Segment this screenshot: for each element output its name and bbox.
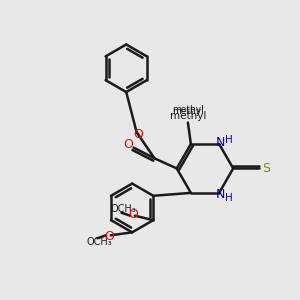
Text: methyl: methyl (172, 107, 204, 116)
Text: O: O (104, 230, 114, 243)
Text: methyl: methyl (170, 111, 206, 121)
Text: methyl: methyl (188, 112, 193, 113)
Text: O: O (128, 208, 138, 221)
Text: O: O (123, 138, 133, 151)
Text: methyl: methyl (172, 105, 204, 114)
Text: H: H (225, 135, 232, 146)
Text: N: N (216, 188, 225, 201)
Text: OCH₃: OCH₃ (111, 204, 136, 214)
Text: O: O (133, 128, 143, 141)
Text: H: H (225, 193, 232, 203)
Text: S: S (262, 162, 270, 175)
Text: N: N (216, 136, 225, 149)
Text: OCH₃: OCH₃ (87, 237, 112, 247)
Text: methyl: methyl (190, 116, 195, 117)
